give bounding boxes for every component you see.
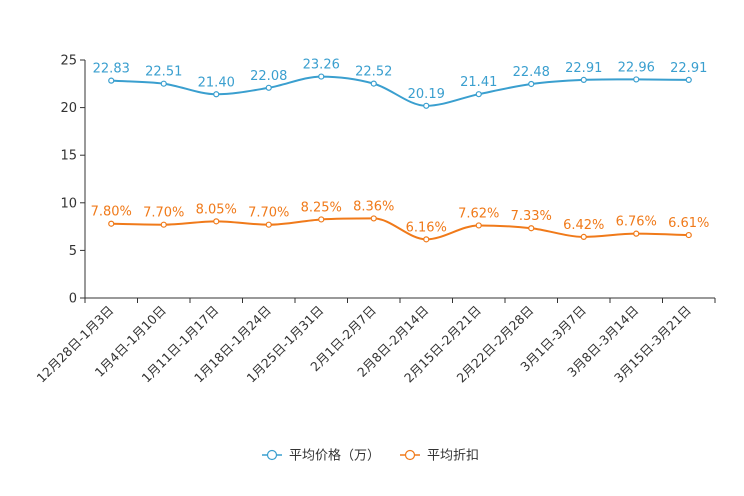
series-1: 7.80% 7.70% 8.05% 7.70% 8.25% 8.36% 6.16% 7.62%…	[91, 199, 709, 243]
data-label: 6.16%	[406, 220, 447, 235]
series-line	[111, 217, 689, 241]
data-label: 22.91	[565, 61, 602, 76]
data-point	[423, 102, 430, 109]
data-label: 22.83	[93, 62, 130, 77]
data-label: 8.05%	[196, 202, 237, 217]
data-label: 22.96	[618, 60, 655, 75]
legend-label: 平均折扣	[427, 449, 479, 464]
data-point	[265, 221, 272, 228]
y-axis-ticks: 0 5 10 15 20 25	[60, 54, 85, 307]
data-label: 21.41	[460, 75, 497, 90]
data-label: 7.33%	[511, 209, 552, 224]
data-point	[633, 230, 640, 237]
data-point	[370, 80, 377, 87]
x-axis-ticks: 12月28日-1月3日1月4日-1月10日1月11日-1月17日1月18日-1月…	[34, 298, 716, 386]
legend-marker	[266, 449, 278, 461]
data-label: 22.51	[145, 65, 182, 80]
legend-item-1: 平均折扣	[400, 449, 479, 464]
data-label: 8.36%	[353, 199, 394, 214]
data-point	[160, 80, 167, 87]
data-point	[213, 218, 220, 225]
data-point	[580, 76, 587, 83]
y-tick-label: 20	[60, 101, 77, 116]
y-tick-label: 15	[60, 149, 77, 164]
series-0: 22.83 22.51 21.40 22.08 23.26 22.52 20.19 21.41…	[93, 58, 707, 109]
data-point	[370, 215, 377, 222]
data-point	[685, 76, 692, 83]
data-point	[108, 220, 115, 227]
data-point	[475, 222, 482, 229]
data-point	[528, 225, 535, 232]
data-point	[213, 91, 220, 98]
data-label: 23.26	[303, 58, 340, 73]
data-point	[318, 216, 325, 223]
data-point	[265, 84, 272, 91]
series-lines: 22.83 22.51 21.40 22.08 23.26 22.52 20.19 21.41…	[91, 58, 709, 243]
data-point	[160, 221, 167, 228]
data-point	[423, 236, 430, 243]
legend: 平均价格（万） 平均折扣	[262, 448, 479, 464]
series-line	[111, 75, 689, 107]
data-point	[318, 73, 325, 80]
legend-marker	[404, 449, 416, 461]
data-point	[580, 233, 587, 240]
legend-item-0: 平均价格（万）	[262, 448, 380, 464]
data-label: 8.25%	[301, 200, 342, 215]
data-label: 7.62%	[458, 206, 499, 221]
data-point	[108, 77, 115, 84]
data-point	[633, 76, 640, 83]
data-label: 6.42%	[563, 218, 604, 233]
y-tick-label: 0	[69, 292, 77, 307]
data-point	[528, 80, 535, 88]
data-label: 6.76%	[616, 215, 657, 230]
data-label: 7.70%	[143, 206, 184, 221]
y-tick-label: 5	[69, 244, 77, 259]
data-point	[685, 231, 692, 239]
data-label: 6.61%	[668, 216, 709, 231]
data-point	[475, 91, 482, 98]
data-label: 21.40	[198, 75, 235, 90]
data-label: 7.80%	[91, 205, 132, 220]
y-tick-label: 10	[60, 196, 77, 211]
data-label: 7.70%	[248, 206, 289, 221]
data-label: 22.91	[670, 61, 707, 76]
data-label: 20.19	[408, 87, 445, 102]
legend-label: 平均价格（万）	[289, 448, 380, 464]
data-label: 22.08	[250, 69, 287, 84]
y-tick-label: 25	[60, 54, 77, 69]
data-label: 22.48	[513, 65, 550, 80]
data-label: 22.52	[355, 65, 392, 80]
